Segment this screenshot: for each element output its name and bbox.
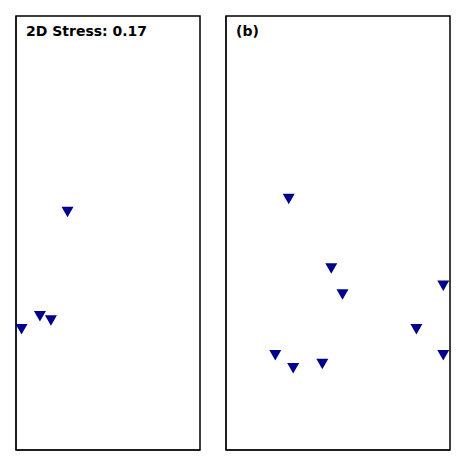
svg-text:2D Stress: 0.17: 2D Stress: 0.17 (26, 23, 147, 39)
svg-text:(b): (b) (236, 23, 259, 39)
